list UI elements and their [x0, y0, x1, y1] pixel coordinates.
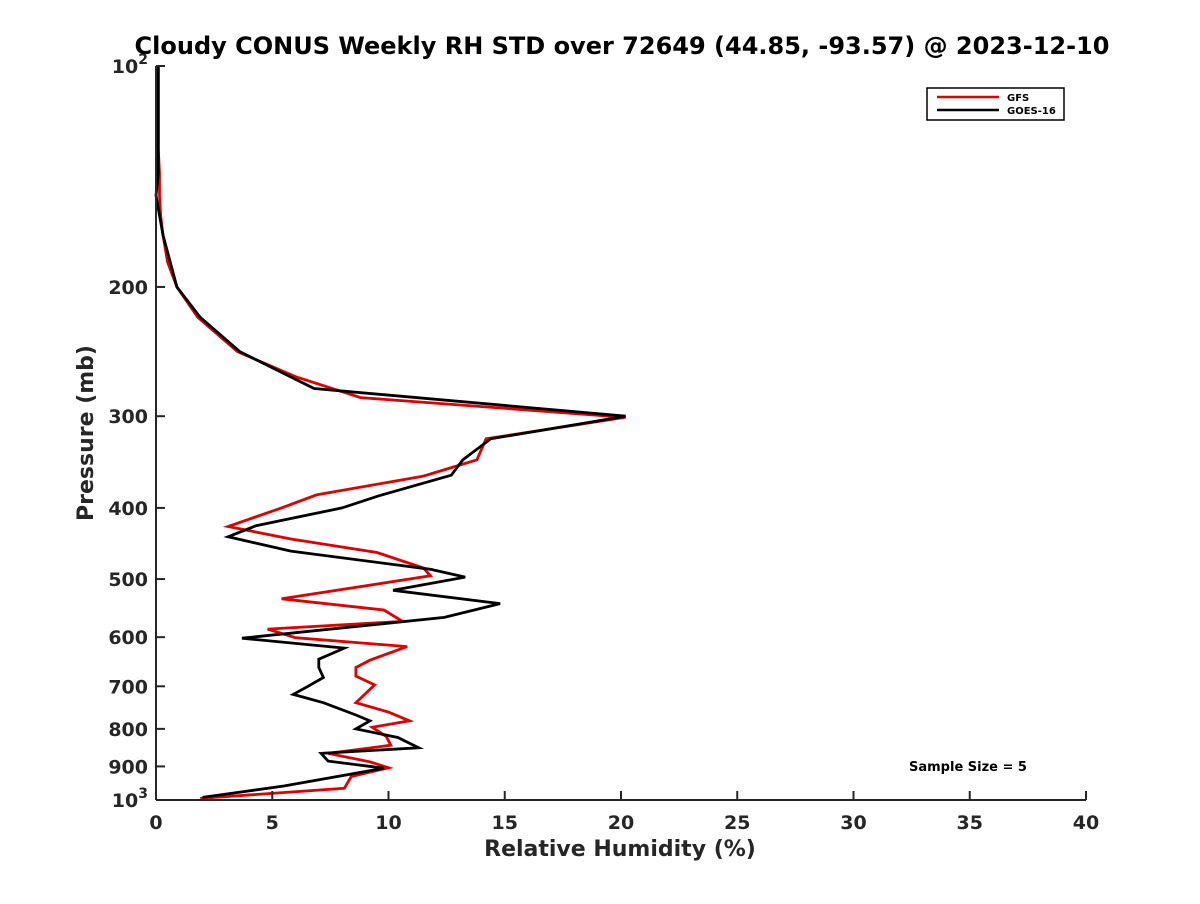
x-axis-label: Relative Humidity (%) — [484, 837, 756, 862]
x-tick-label: 15 — [492, 812, 518, 834]
y-tick-label: 300 — [108, 406, 148, 428]
y-tick-label: 900 — [108, 756, 148, 778]
y-tick-label: 600 — [108, 627, 148, 649]
x-tick-label: 30 — [840, 812, 866, 834]
legend: GFS GOES-16 — [926, 87, 1065, 121]
y-tick-label: 800 — [108, 719, 148, 741]
legend-box — [926, 87, 1065, 121]
axes-layer: 0 5 10 15 20 25 30 35 40 102 200 300 400 500 600 700 800… — [108, 52, 1099, 834]
y-tick-label: 500 — [108, 569, 148, 591]
y-axis-label: Pressure (mb) — [74, 345, 99, 521]
series-line-goes-16 — [154, 66, 626, 799]
y-tick-label: 400 — [108, 498, 148, 520]
y-tick-label: 103 — [112, 786, 148, 812]
chart-title: Cloudy CONUS Weekly RH STD over 72649 (4… — [135, 32, 1110, 60]
x-tick-label: 0 — [149, 812, 162, 834]
y-tick-label: 200 — [108, 277, 148, 299]
x-tick-label: 25 — [724, 812, 750, 834]
legend-label: GFS — [1007, 93, 1029, 104]
series-layer — [154, 66, 626, 800]
legend-label: GOES-16 — [1007, 106, 1056, 117]
y-tick-label: 102 — [112, 52, 148, 78]
y-tick-label: 700 — [108, 676, 148, 698]
x-tick-label: 40 — [1073, 812, 1099, 834]
series-line-gfs — [156, 66, 626, 800]
x-tick-label: 35 — [957, 812, 983, 834]
sample-size-annotation: Sample Size = 5 — [909, 760, 1027, 775]
x-tick-label: 5 — [266, 812, 279, 834]
x-tick-label: 10 — [375, 812, 401, 834]
x-tick-label: 20 — [608, 812, 634, 834]
